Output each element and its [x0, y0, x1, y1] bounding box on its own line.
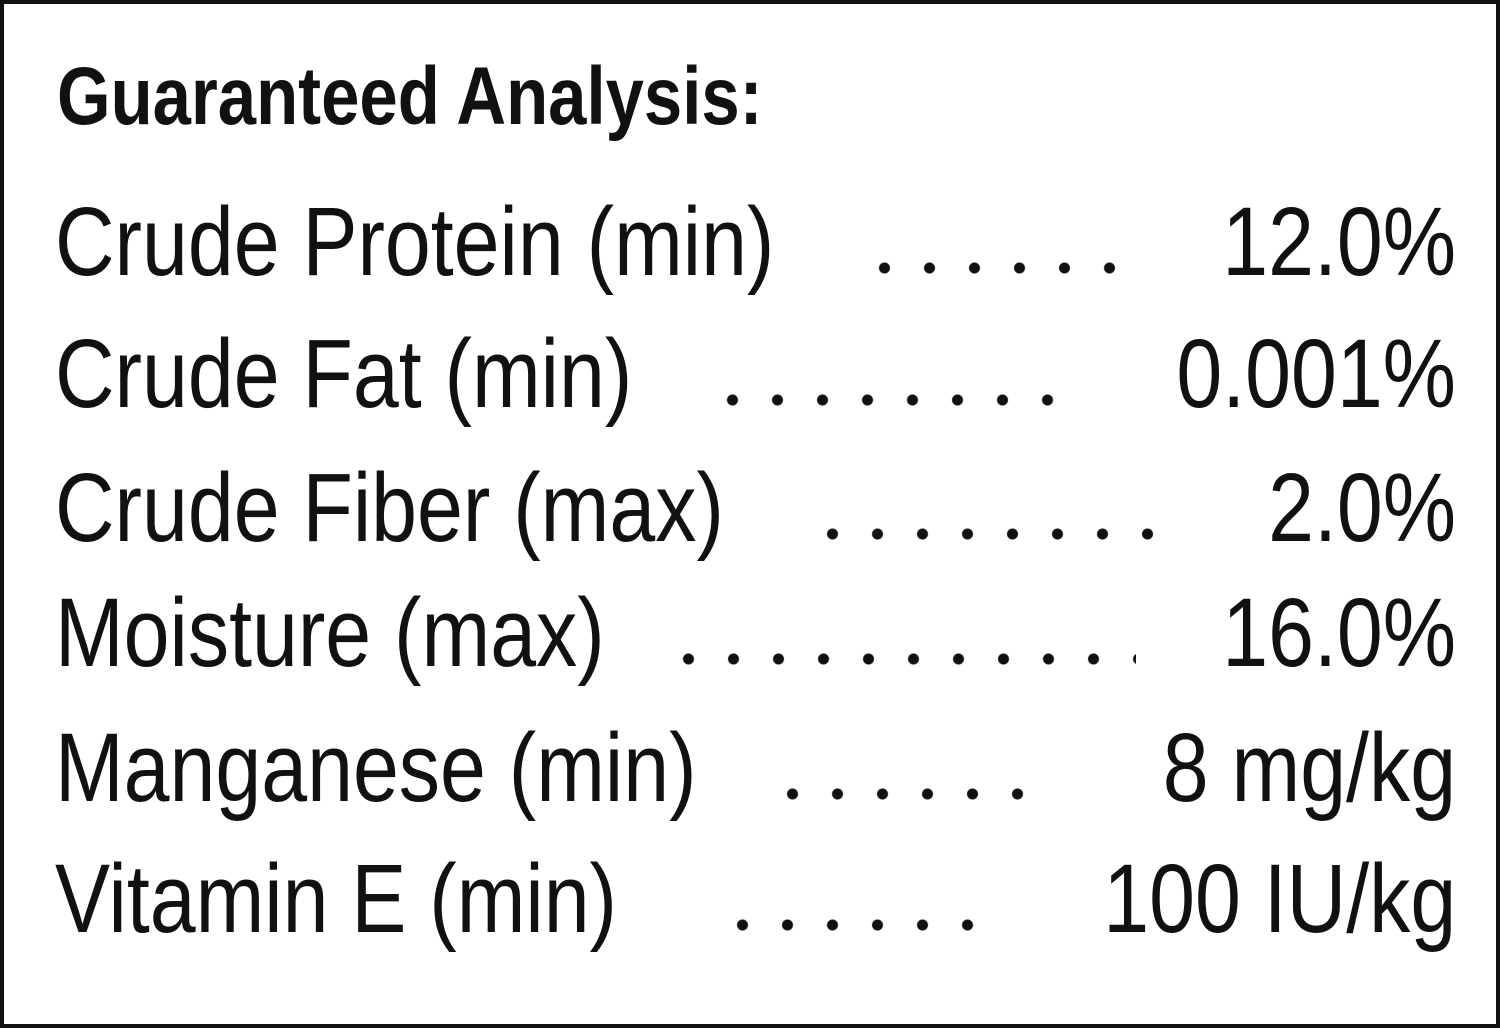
nutrient-value: 2.0%	[1268, 453, 1456, 562]
title: Guaranteed Analysis:	[57, 51, 763, 142]
dot-leader	[770, 787, 1045, 801]
dot-leader	[862, 261, 1142, 275]
dot-leader	[720, 918, 995, 932]
dot-leader	[666, 652, 1136, 666]
nutrient-label: Manganese (min)	[55, 713, 697, 822]
analysis-row: Vitamin E (min) 100 IU/kg	[4, 850, 1496, 947]
nutrient-label: Crude Fat (min)	[55, 319, 633, 428]
nutrient-label: Crude Protein (min)	[55, 187, 775, 296]
nutrient-value: 16.0%	[1222, 578, 1456, 687]
analysis-row: Crude Fiber (max) 2.0%	[4, 459, 1496, 556]
nutrient-value: 0.001%	[1176, 319, 1456, 428]
dot-leader	[810, 527, 1180, 541]
nutrient-label: Vitamin E (min)	[55, 844, 618, 953]
analysis-row: Crude Fat (min) 0.001%	[4, 325, 1496, 422]
nutrient-value: 8 mg/kg	[1162, 713, 1456, 822]
nutrient-label: Moisture (max)	[55, 578, 605, 687]
nutrient-value: 100 IU/kg	[1103, 844, 1456, 953]
nutrient-label: Crude Fiber (max)	[55, 453, 724, 562]
analysis-row: Manganese (min) 8 mg/kg	[4, 719, 1496, 816]
dot-leader	[710, 393, 1085, 407]
nutrient-value: 12.0%	[1222, 187, 1456, 296]
analysis-row: Moisture (max) 16.0%	[4, 584, 1496, 681]
analysis-row: Crude Protein (min) 12.0%	[4, 193, 1496, 290]
